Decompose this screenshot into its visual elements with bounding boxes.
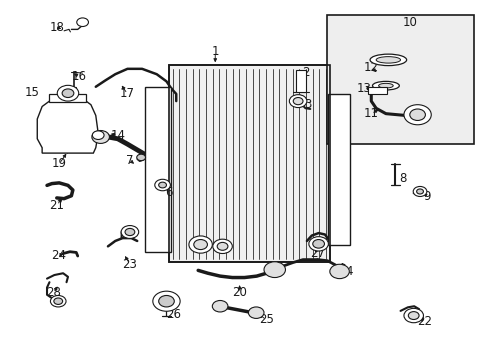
Text: 12: 12 [363, 60, 378, 73]
Text: 10: 10 [402, 16, 417, 29]
Text: 9: 9 [423, 190, 430, 203]
Circle shape [407, 312, 418, 319]
Text: 16: 16 [71, 69, 86, 82]
Circle shape [264, 262, 285, 278]
Text: 19: 19 [52, 157, 66, 170]
Circle shape [125, 228, 135, 235]
Circle shape [193, 239, 207, 249]
Text: 2: 2 [301, 66, 308, 79]
Ellipse shape [378, 84, 392, 88]
Circle shape [155, 179, 170, 191]
Circle shape [329, 264, 348, 279]
Circle shape [77, 18, 88, 27]
Text: 24: 24 [51, 249, 65, 262]
Bar [367, 87, 386, 94]
Ellipse shape [375, 57, 400, 63]
Bar [49, 94, 86, 102]
Text: 25: 25 [259, 313, 273, 327]
Text: 6: 6 [165, 186, 172, 199]
Text: 7: 7 [126, 154, 133, 167]
Bar [168, 65, 329, 262]
Ellipse shape [369, 54, 406, 66]
Text: 14: 14 [110, 129, 125, 142]
Circle shape [403, 105, 430, 125]
Text: 3: 3 [304, 98, 311, 111]
Circle shape [158, 296, 174, 307]
Circle shape [137, 154, 145, 161]
Circle shape [54, 298, 62, 305]
Circle shape [217, 242, 227, 250]
Circle shape [212, 301, 227, 312]
Text: 17: 17 [120, 87, 135, 100]
Bar [327, 15, 473, 144]
Circle shape [412, 186, 426, 197]
Text: 11: 11 [363, 107, 378, 120]
Circle shape [62, 89, 74, 98]
Bar [144, 87, 171, 252]
Text: 27: 27 [309, 247, 325, 260]
Text: 21: 21 [49, 199, 64, 212]
Text: 22: 22 [417, 315, 431, 328]
Polygon shape [37, 101, 98, 153]
Circle shape [403, 309, 423, 323]
Bar [168, 65, 329, 262]
Text: 8: 8 [399, 172, 406, 185]
Circle shape [212, 239, 232, 253]
Circle shape [188, 236, 212, 253]
Circle shape [289, 95, 306, 108]
Text: 20: 20 [232, 287, 246, 300]
Bar [295, 70, 306, 92]
Text: 4: 4 [345, 265, 352, 278]
Bar [328, 94, 349, 244]
Circle shape [308, 237, 328, 251]
Circle shape [153, 291, 180, 311]
Text: 13: 13 [356, 82, 371, 95]
Text: 23: 23 [122, 258, 137, 271]
Text: 28: 28 [46, 287, 61, 300]
Circle shape [248, 307, 264, 319]
Ellipse shape [372, 81, 399, 90]
Circle shape [121, 226, 139, 238]
Circle shape [416, 189, 423, 194]
Circle shape [158, 182, 166, 188]
Text: 18: 18 [49, 21, 64, 34]
Circle shape [293, 98, 303, 105]
Circle shape [409, 109, 425, 121]
Text: 26: 26 [166, 308, 181, 321]
Text: 15: 15 [25, 86, 40, 99]
Text: 5: 5 [219, 243, 226, 256]
Text: 1: 1 [211, 45, 219, 58]
Circle shape [92, 131, 109, 143]
Circle shape [50, 296, 66, 307]
Circle shape [92, 131, 104, 139]
Circle shape [57, 85, 79, 101]
Circle shape [312, 239, 324, 248]
